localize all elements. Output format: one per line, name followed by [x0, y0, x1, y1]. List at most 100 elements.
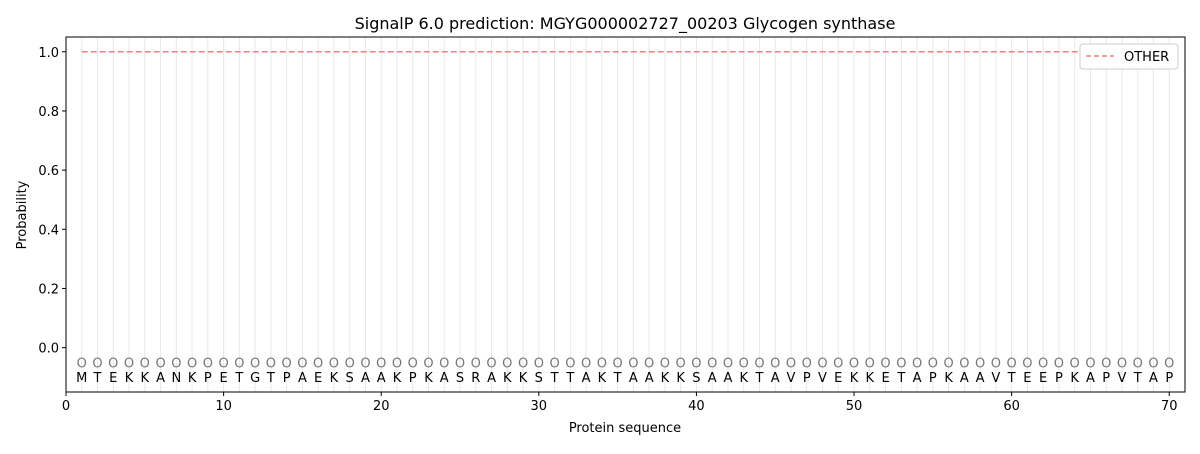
residue-label: V [1118, 371, 1127, 386]
residue-label: P [409, 371, 417, 386]
residue-label: E [834, 371, 842, 386]
x-tick-label: 20 [373, 399, 390, 414]
x-tick-label: 70 [1161, 399, 1178, 414]
position-marker: O [124, 356, 134, 371]
residue-label: A [976, 371, 985, 386]
residue-label: A [723, 371, 732, 386]
y-tick-label: 0.8 [38, 105, 59, 120]
residue-label: T [550, 371, 559, 386]
residue-label: A [487, 371, 496, 386]
position-marker: O [108, 356, 118, 371]
position-marker: O [218, 356, 228, 371]
position-marker: O [581, 356, 591, 371]
position-marker: O [329, 356, 339, 371]
residue-label: K [944, 371, 953, 386]
position-marker: O [187, 356, 197, 371]
position-marker: O [250, 356, 260, 371]
position-marker: O [802, 356, 812, 371]
residue-label: K [661, 371, 670, 386]
x-tick-label: 0 [62, 399, 70, 414]
residue-label: E [1023, 371, 1031, 386]
residue-label: P [929, 371, 937, 386]
position-marker: O [613, 356, 623, 371]
residue-label: K [866, 371, 875, 386]
position-marker: O [1164, 356, 1174, 371]
position-marker: O [644, 356, 654, 371]
position-marker: O [817, 356, 827, 371]
residue-label: E [1039, 371, 1047, 386]
position-marker: O [865, 356, 875, 371]
residue-label: P [1055, 371, 1063, 386]
residue-label: S [456, 371, 464, 386]
residue-label: T [234, 371, 243, 386]
residue-label: E [219, 371, 227, 386]
residue-label: K [850, 371, 859, 386]
position-marker: O [234, 356, 244, 371]
residue-label: P [1102, 371, 1110, 386]
position-marker: O [1133, 356, 1143, 371]
x-tick-label: 10 [215, 399, 232, 414]
position-marker: O [423, 356, 433, 371]
residue-label: T [754, 371, 763, 386]
position-marker: O [912, 356, 922, 371]
residue-label: P [204, 371, 212, 386]
position-marker: O [518, 356, 528, 371]
y-tick-label: 0.0 [38, 342, 59, 357]
residue-label: T [896, 371, 905, 386]
residue-label: V [818, 371, 827, 386]
residue-label: K [739, 371, 748, 386]
residue-label: A [1149, 371, 1158, 386]
position-marker: O [345, 356, 355, 371]
residue-label: P [283, 371, 291, 386]
residue-label: T [93, 371, 102, 386]
residue-label: N [171, 371, 181, 386]
position-marker: O [628, 356, 638, 371]
residue-label: K [519, 371, 528, 386]
position-marker: O [754, 356, 764, 371]
position-marker: O [1038, 356, 1048, 371]
x-axis-label: Protein sequence [569, 421, 681, 436]
position-marker: O [723, 356, 733, 371]
position-marker: O [1148, 356, 1158, 371]
position-marker: O [376, 356, 386, 371]
y-axis-label: Probability [15, 180, 30, 249]
legend: OTHER [1079, 43, 1179, 70]
plot-frame [65, 36, 1186, 393]
position-marker: O [313, 356, 323, 371]
position-marker: O [171, 356, 181, 371]
residue-label: T [613, 371, 622, 386]
y-tick-label: 1.0 [38, 46, 59, 61]
residue-label: E [314, 371, 322, 386]
residue-label: A [1086, 371, 1095, 386]
position-marker: O [282, 356, 292, 371]
residue-label: E [109, 371, 117, 386]
residue-label: K [330, 371, 339, 386]
position-marker: O [943, 356, 953, 371]
residue-label: G [250, 371, 260, 386]
position-marker: O [691, 356, 701, 371]
residue-label: P [1165, 371, 1173, 386]
position-marker: O [1117, 356, 1127, 371]
position-marker: O [77, 356, 87, 371]
residue-label: E [881, 371, 889, 386]
position-marker: O [297, 356, 307, 371]
position-marker: O [155, 356, 165, 371]
position-marker: O [549, 356, 559, 371]
residue-label: A [960, 371, 969, 386]
residue-label: T [1007, 371, 1016, 386]
residue-label: A [440, 371, 449, 386]
position-marker: O [471, 356, 481, 371]
x-tick-label: 60 [1003, 399, 1020, 414]
position-marker: O [392, 356, 402, 371]
position-marker: O [439, 356, 449, 371]
residue-label: K [141, 371, 150, 386]
position-marker: O [880, 356, 890, 371]
residue-label: R [471, 371, 480, 386]
y-tick-label: 0.6 [38, 164, 59, 179]
residue-label: A [582, 371, 591, 386]
x-tick-label: 30 [531, 399, 548, 414]
position-marker: O [360, 356, 370, 371]
y-tick-label: 0.4 [38, 223, 59, 238]
position-marker: O [534, 356, 544, 371]
